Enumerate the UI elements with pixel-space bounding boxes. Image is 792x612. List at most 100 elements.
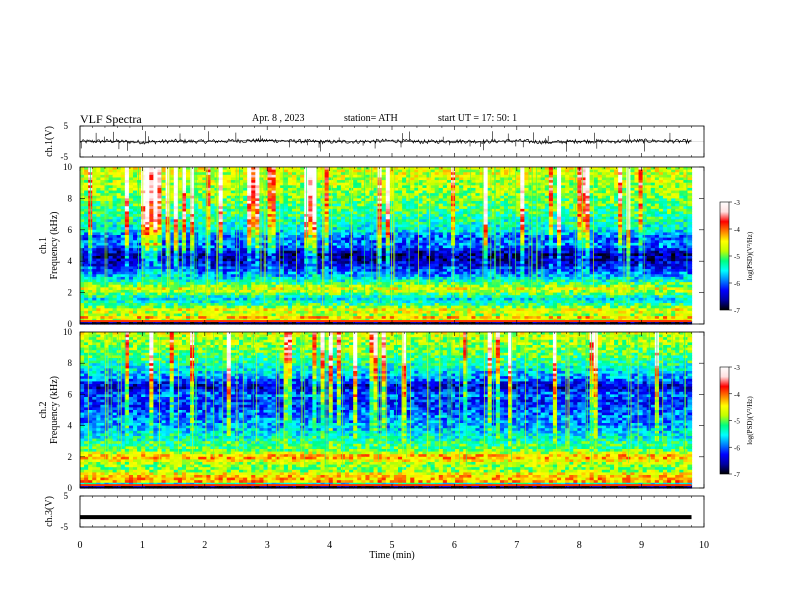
ch1-cell [597, 174, 603, 179]
ch1-cell [569, 221, 574, 226]
ch1-cell [92, 198, 97, 202]
ch1-cell [455, 208, 460, 213]
ch1-cell [548, 219, 554, 223]
ch1-cell [92, 229, 97, 234]
ch1-cell [434, 221, 440, 226]
ch1-cell [499, 240, 505, 244]
ch1-cell [177, 227, 183, 231]
ch1-cell [552, 248, 558, 252]
ch1-cell [353, 190, 358, 194]
ch1-cell [483, 185, 489, 189]
ch1-cell [100, 167, 106, 171]
ch1-cell [406, 245, 411, 249]
ch1-cell [520, 198, 525, 202]
ch1-cell [247, 227, 252, 231]
ch1-cell [145, 206, 150, 210]
ch1-cell [84, 201, 89, 205]
ch1-cell [548, 206, 554, 210]
ch1-cell [357, 229, 362, 234]
ch1-cell [108, 248, 114, 252]
ch1-cell [202, 177, 207, 181]
ch1-cell [463, 182, 468, 186]
ch1-cell [243, 229, 248, 234]
ch1-cell [177, 232, 183, 236]
ch1-cell [495, 177, 501, 181]
ch1-cell [499, 187, 505, 192]
ch1-cell [222, 190, 228, 194]
ch1-cell [239, 180, 244, 184]
ch1-cell [622, 172, 627, 176]
ch1-cell [414, 245, 419, 249]
ch1-cell [206, 211, 212, 215]
ch1-cell [145, 214, 150, 218]
ch1-cell [495, 208, 501, 213]
ch1-cell [414, 240, 419, 244]
ch1-cell [308, 245, 313, 249]
ch1-cell [650, 248, 656, 252]
ch1-cell [344, 221, 350, 226]
ch1-cell [328, 187, 334, 192]
ch1-cell [658, 235, 664, 239]
ch1-cell [638, 167, 644, 171]
ch1-cell [438, 221, 444, 226]
ch1-cell [316, 211, 322, 215]
ch1-cell [206, 203, 212, 207]
ch1-cell [120, 190, 126, 194]
ch1-cell [202, 245, 207, 249]
ch1-cell [116, 229, 122, 234]
ch1-cell [340, 172, 346, 176]
ch1-cell [532, 237, 538, 241]
ch1-cell [414, 169, 419, 173]
ch1-cell [646, 195, 652, 199]
ch1-cell [455, 198, 460, 202]
ch1-cell [658, 193, 664, 197]
ch1-cell [198, 193, 203, 197]
ch1-cell [406, 182, 411, 186]
ch1-cell [247, 219, 252, 223]
ch1-cell [658, 167, 664, 171]
ch1-cell [565, 182, 570, 186]
ch1-cell [671, 172, 676, 176]
ch1-cell [434, 169, 440, 173]
ch1-cell [283, 245, 289, 249]
ch1-cell [239, 177, 244, 181]
ch1-cell [389, 224, 395, 228]
ch1-cell [650, 211, 656, 215]
ch1-cell [646, 198, 652, 202]
ch1-cell [593, 235, 599, 239]
ch1-cell [630, 193, 636, 197]
ch1-cell [646, 235, 652, 239]
ch1-cell [658, 190, 664, 194]
ch1-cell [406, 203, 411, 207]
ch1-cell [455, 203, 460, 207]
ch1-cell [116, 216, 122, 220]
ch1-cell [141, 203, 146, 207]
ch1-cell [512, 216, 517, 220]
ch1-cell [687, 190, 693, 194]
ch1-cell [239, 221, 244, 226]
ch1-cell [340, 235, 346, 239]
ch1-cell [389, 229, 395, 234]
ch1-cell [446, 182, 452, 186]
ch1-cell [373, 224, 379, 228]
ch1-cell [267, 221, 273, 226]
ch1-cell [373, 211, 379, 215]
ch1-cell [287, 195, 293, 199]
ch1-cell [528, 219, 534, 223]
ch1-cell [683, 248, 689, 252]
ch1-cell [133, 180, 138, 184]
ch1-cell [540, 172, 546, 176]
ch1-cell [548, 245, 554, 249]
ch1-cell [544, 216, 550, 220]
ch1-cell [589, 229, 595, 234]
ch1-cell [324, 206, 330, 210]
ch1-cell [169, 182, 175, 186]
ch1-cell [536, 198, 542, 202]
ch1-cell [373, 227, 379, 231]
ch1-cell [605, 237, 611, 241]
ch1-cell [141, 185, 146, 189]
ch1-cell [589, 242, 595, 247]
ch1-cell [605, 248, 611, 252]
ch1-cell [438, 169, 444, 173]
ch1-cell [80, 167, 85, 171]
